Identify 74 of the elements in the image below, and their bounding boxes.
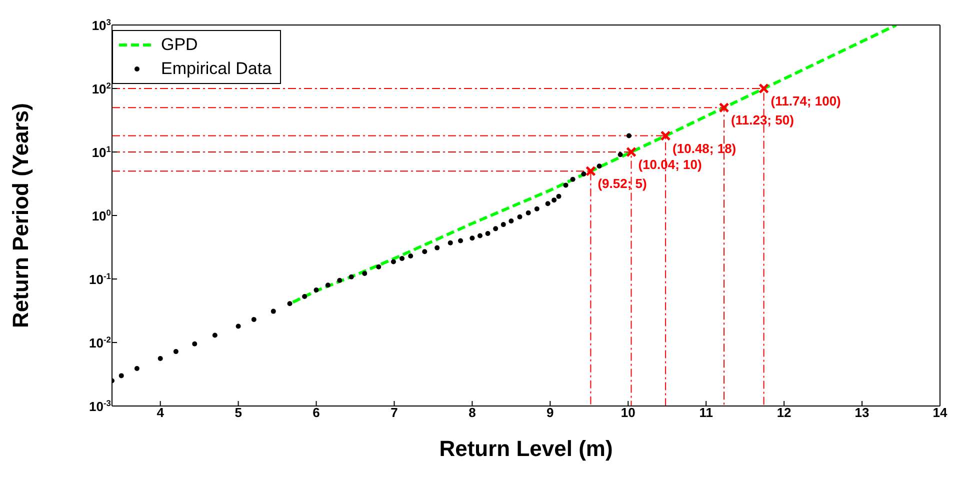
point [212, 332, 218, 338]
point [158, 356, 163, 361]
x-tick-label: 10 [620, 405, 636, 420]
x-tick-label: 6 [312, 405, 320, 420]
y-tick-label: 10$^{-1}$ [89, 271, 112, 287]
point [485, 231, 490, 236]
x-tick-label: 11 [699, 405, 713, 420]
point [302, 294, 308, 300]
point [626, 146, 637, 158]
data-label: (11.23; 50) [731, 112, 794, 128]
point [478, 233, 482, 238]
point [585, 166, 596, 176]
point [325, 282, 330, 288]
data-label: (10.48; 18) [672, 140, 736, 156]
point [400, 256, 405, 262]
point [192, 341, 198, 346]
point [660, 130, 671, 142]
x-tick-label: 13 [854, 405, 870, 420]
point [508, 218, 514, 224]
x-tick-label: 8 [468, 405, 476, 420]
y-tick-label: 10$^{-2}$ [89, 334, 112, 350]
point [545, 201, 550, 206]
point [718, 102, 730, 113]
y-axis-title: Return Period (Years) [8, 103, 33, 328]
point [362, 271, 368, 276]
x-tick-label: 5 [234, 405, 242, 420]
legend-label: Empirical Data [161, 59, 272, 79]
point [596, 164, 602, 169]
point [422, 249, 428, 254]
data-label: (9.52; 5) [598, 176, 647, 192]
point [581, 172, 586, 177]
point [618, 152, 623, 158]
point [134, 366, 140, 371]
point [470, 236, 475, 241]
y-tick-label: 10$^{2}$ [92, 80, 112, 96]
point [526, 210, 531, 216]
point [270, 308, 276, 314]
x-tick-label: 4 [156, 405, 165, 420]
x-tick-label: 12 [776, 405, 792, 420]
data-label: (11.74; 100) [770, 94, 841, 108]
point [348, 274, 354, 280]
point [173, 349, 178, 354]
point [517, 214, 522, 220]
point [251, 317, 256, 322]
y-tick-label: 10$^{-3}$ [89, 398, 112, 414]
point [570, 176, 576, 182]
point [376, 264, 382, 270]
point [448, 240, 453, 246]
point [626, 133, 632, 138]
x-tick-label: 9 [546, 405, 554, 420]
x-tick-label: 14 [932, 405, 948, 420]
legend-label: GPD [161, 35, 198, 55]
x-axis-title: Return Level (m) [439, 436, 613, 461]
point [337, 278, 342, 283]
point [556, 194, 562, 199]
point [493, 226, 498, 232]
point [458, 238, 464, 244]
point [534, 206, 540, 212]
point [287, 301, 292, 306]
point [236, 324, 241, 329]
point [390, 259, 396, 264]
point [314, 288, 319, 293]
y-tick-label: 10$^{1}$ [92, 144, 112, 160]
x-tick-label: 7 [390, 405, 398, 420]
point [118, 373, 124, 378]
data-label: (10.04; 10) [638, 157, 702, 172]
y-tick-label: 10$^{3}$ [92, 17, 112, 33]
point [408, 254, 414, 259]
point [563, 182, 568, 188]
y-tick-label: 10$^{0}$ [92, 208, 112, 224]
point [434, 245, 440, 250]
point [758, 83, 770, 94]
point [552, 198, 557, 203]
point [500, 222, 506, 228]
